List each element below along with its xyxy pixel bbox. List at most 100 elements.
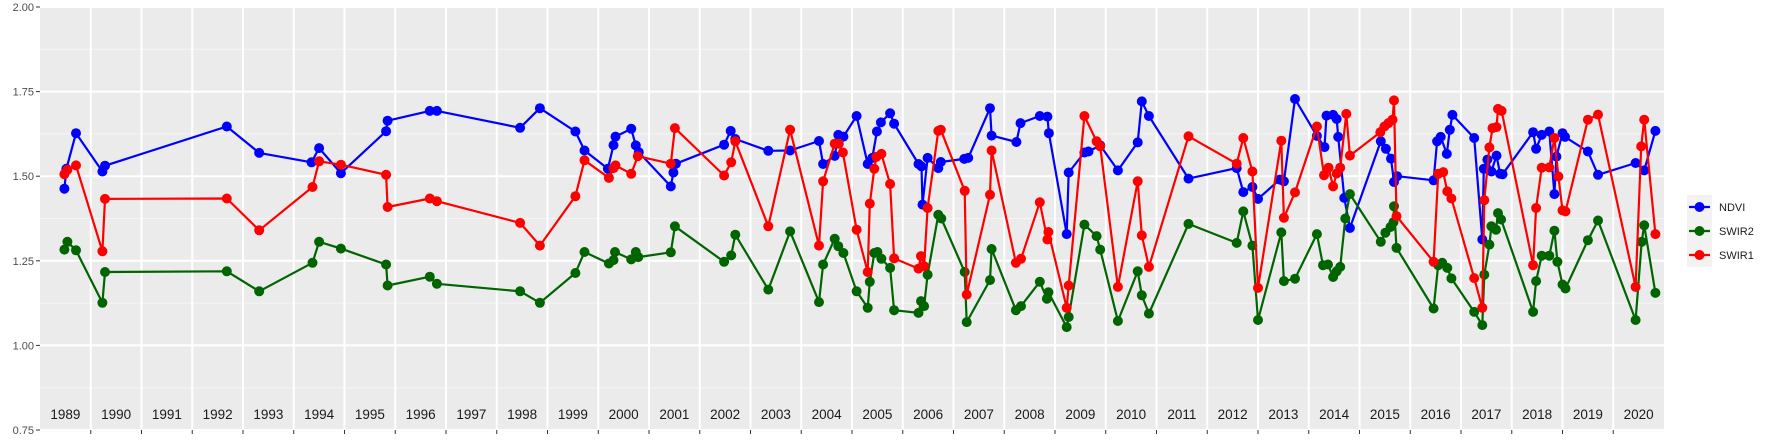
x-tick-label: 1995 — [355, 407, 385, 422]
data-point-swir2 — [335, 243, 346, 254]
data-point-swir2 — [922, 269, 933, 280]
data-point-swir2 — [1428, 303, 1439, 314]
data-point-ndvi — [1238, 187, 1249, 198]
data-point-swir1 — [1438, 167, 1449, 178]
x-tick-label: 2010 — [1116, 407, 1146, 422]
data-point-swir1 — [785, 124, 796, 135]
data-point-ndvi — [1531, 143, 1542, 154]
data-point-swir1 — [1553, 171, 1564, 182]
data-point-ndvi — [1441, 148, 1452, 159]
data-point-ndvi — [254, 147, 265, 158]
data-point-ndvi — [1061, 229, 1072, 240]
data-point-ndvi — [1344, 223, 1355, 233]
data-point-swir1 — [885, 179, 896, 189]
series-swir1 — [59, 95, 1661, 313]
y-tick-label: 0.75 — [13, 425, 34, 437]
data-point-swir2 — [862, 302, 873, 313]
data-point-ndvi — [306, 157, 317, 168]
data-point-ndvi — [1477, 234, 1488, 245]
data-point-swir2 — [1079, 219, 1090, 230]
legend-key-swir2 — [1689, 226, 1710, 236]
data-point-ndvi — [431, 105, 442, 116]
data-point-ndvi — [1278, 176, 1289, 187]
data-point-ndvi — [885, 108, 896, 119]
data-point-swir2 — [959, 267, 970, 277]
data-point-swir1 — [1079, 111, 1090, 121]
y-tick-label: 1.50 — [13, 171, 34, 183]
data-point-swir2 — [1582, 235, 1593, 246]
data-point-swir2 — [382, 280, 393, 291]
y-tick-label: 1.00 — [13, 340, 34, 352]
x-tick-label: 1989 — [50, 407, 80, 422]
data-point-swir2 — [1477, 320, 1488, 331]
data-point-ndvi — [1043, 128, 1054, 139]
x-tick-labels: 1989 1990 1991 1992 1993 1994 1995 1996 1997 1998… — [50, 407, 1654, 434]
data-point-swir2 — [314, 236, 325, 247]
x-tick-label: 2004 — [812, 407, 843, 422]
data-point-swir1 — [837, 147, 848, 158]
data-point-ndvi — [1486, 166, 1497, 177]
data-point-swir1 — [62, 164, 73, 175]
data-point-swir1 — [1544, 162, 1555, 173]
x-tick-label: 2000 — [609, 407, 639, 422]
data-point-swir2 — [570, 268, 581, 278]
data-point-swir1 — [1391, 211, 1402, 222]
data-point-swir1 — [814, 240, 824, 251]
data-point-ndvi — [1536, 129, 1547, 140]
x-tick-label: 1997 — [456, 407, 486, 422]
data-point-swir1 — [1328, 181, 1339, 192]
data-point-swir1 — [919, 261, 930, 272]
x-tick-label: 2013 — [1268, 407, 1298, 422]
data-point-swir2 — [833, 241, 844, 252]
data-point-swir2 — [610, 247, 620, 257]
data-point-ndvi — [725, 125, 736, 136]
data-point-swir2 — [1552, 256, 1563, 267]
data-point-swir1 — [986, 145, 997, 156]
data-point-swir2 — [838, 248, 849, 258]
data-point-swir1 — [1630, 281, 1641, 292]
data-point-ndvi — [534, 103, 545, 114]
data-point-swir1 — [1247, 166, 1258, 177]
data-point-swir2 — [726, 250, 737, 261]
data-point-ndvi — [1582, 146, 1593, 157]
data-point-swir1 — [916, 251, 926, 262]
data-point-swir1 — [1290, 187, 1300, 198]
data-point-swir1 — [626, 168, 637, 179]
data-point-swir1 — [1496, 105, 1507, 116]
data-point-ndvi — [1447, 109, 1458, 120]
data-point-swir2 — [1183, 218, 1194, 229]
data-point-swir2 — [1446, 273, 1457, 284]
data-point-swir1 — [431, 196, 442, 207]
data-point-ndvi — [1034, 111, 1045, 121]
data-point-swir1 — [632, 151, 643, 162]
data-point-ndvi — [922, 152, 933, 163]
x-tick-label: 1994 — [304, 407, 335, 422]
data-point-swir1 — [382, 202, 393, 212]
data-point-swir1 — [254, 225, 265, 236]
data-point-ndvi — [889, 118, 900, 129]
x-tick-label: 1999 — [558, 407, 588, 422]
data-point-swir2 — [59, 244, 70, 255]
data-point-swir2 — [1344, 189, 1355, 200]
data-point-swir2 — [885, 262, 896, 273]
data-point-swir2 — [1136, 290, 1147, 301]
data-point-ndvi — [1650, 125, 1661, 136]
data-point-ndvi — [1630, 158, 1641, 168]
x-tick-label: 1996 — [406, 407, 436, 422]
x-tick-label: 2014 — [1319, 407, 1350, 422]
data-point-ndvi — [1183, 173, 1194, 184]
data-point-swir1 — [1477, 302, 1488, 313]
data-point-ndvi — [1528, 127, 1539, 138]
data-point-ndvi — [1132, 137, 1143, 148]
y-axis: 0.75 1.00 1.25 1.50 1.75 2.00 — [13, 2, 40, 437]
data-point-ndvi — [100, 160, 110, 171]
data-point-swir1 — [1311, 121, 1322, 132]
data-point-swir2 — [1238, 206, 1249, 217]
data-point-swir1 — [726, 157, 737, 168]
x-tick-label: 1990 — [101, 407, 131, 422]
data-point-swir2 — [1231, 237, 1242, 248]
data-point-swir1 — [335, 159, 346, 170]
x-tick-label: 2011 — [1167, 407, 1196, 422]
data-point-swir2 — [608, 255, 619, 266]
data-point-swir2 — [814, 297, 824, 308]
